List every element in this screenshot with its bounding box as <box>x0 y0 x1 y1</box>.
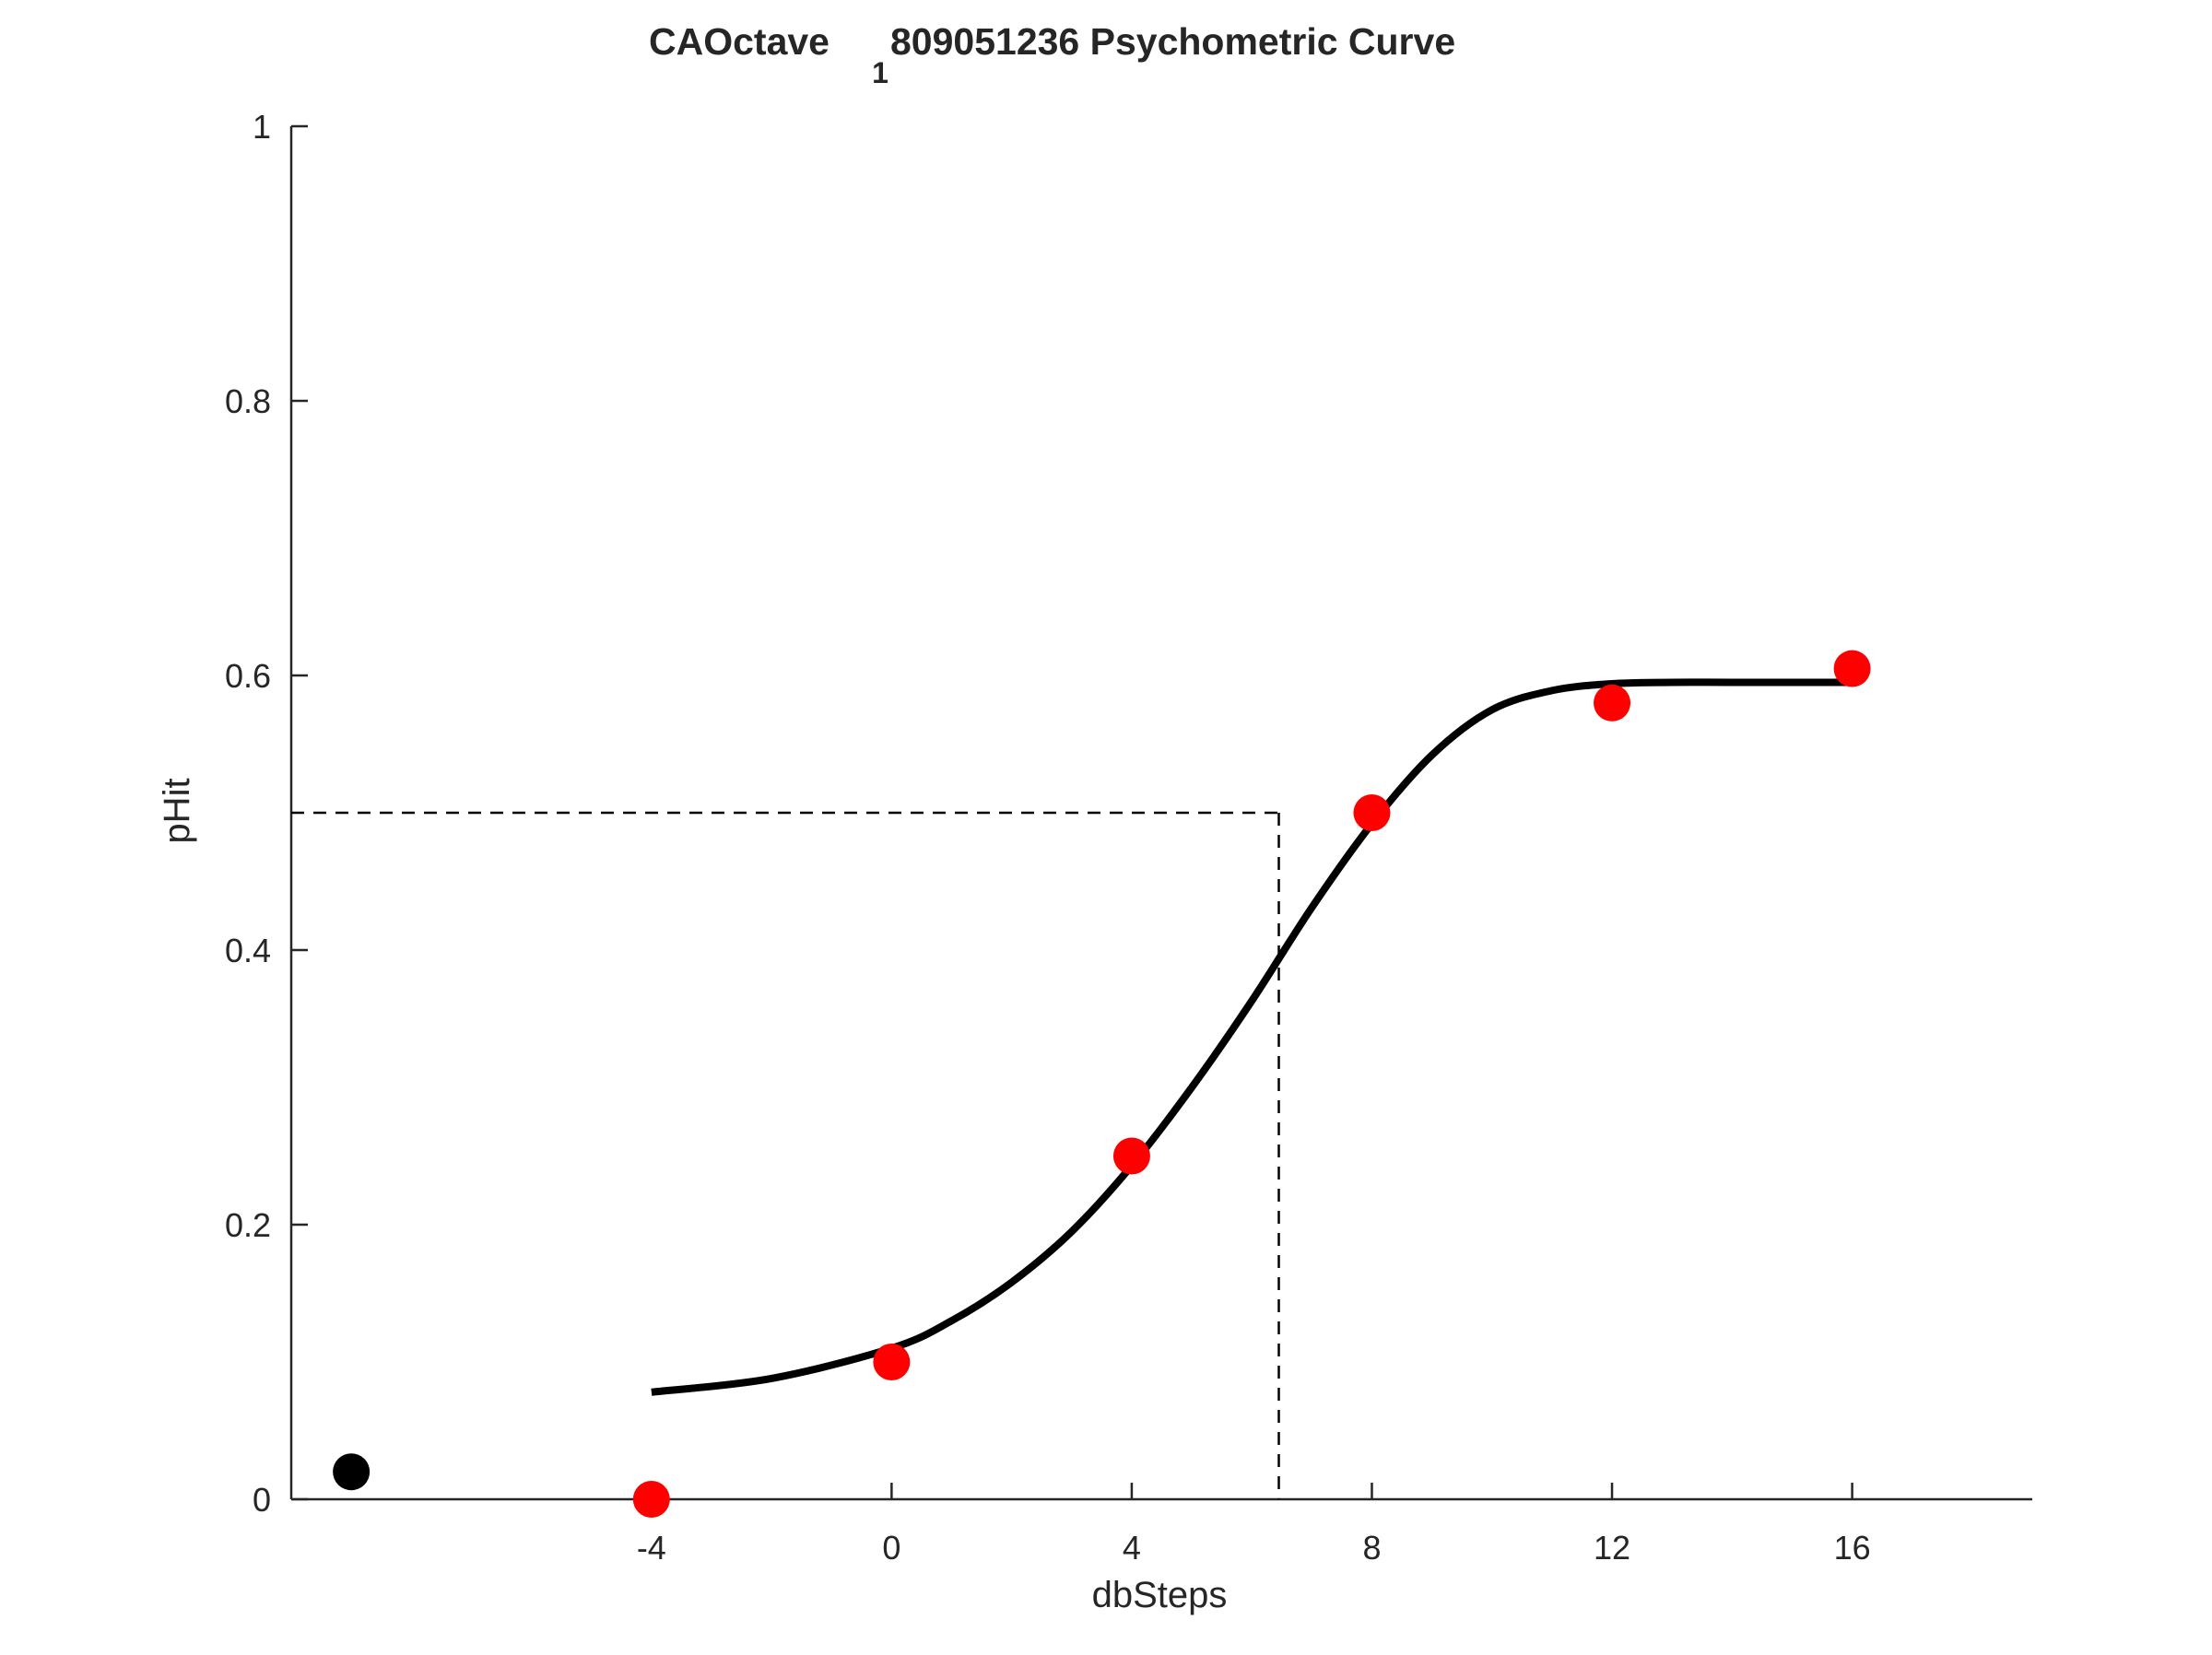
chart-title-main: CAOctave <box>649 20 830 63</box>
x-axis-label: dbSteps <box>1092 1575 1228 1615</box>
data-point <box>1112 1137 1150 1175</box>
x-tick-label: 12 <box>1594 1529 1630 1567</box>
threshold-guides <box>291 811 1280 1499</box>
y-tick-label: 0.8 <box>225 382 271 420</box>
y-tick-label: 0.6 <box>225 657 271 695</box>
data-point <box>1833 650 1871 687</box>
fit-curve <box>651 678 1853 1396</box>
y-axis-label: pHit <box>157 778 197 843</box>
data-points <box>333 650 1871 1518</box>
data-point <box>1594 684 1631 722</box>
x-tick-label: 0 <box>882 1529 900 1567</box>
y-tick-label: 1 <box>253 108 271 146</box>
chart-title-rest: 809051236 Psychometric Curve <box>890 20 1455 63</box>
x-tick-label: 8 <box>1362 1529 1381 1567</box>
baseline-point <box>333 1453 371 1491</box>
chart-title-subscript: 1 <box>872 56 888 89</box>
data-point <box>873 1344 911 1380</box>
x-tick-label: -4 <box>637 1529 666 1567</box>
y-tick-label: 0.2 <box>225 1206 271 1244</box>
y-tick-label: 0 <box>253 1481 271 1519</box>
chart-title: CAOctave 1 809051236 Psychometric Curve <box>649 20 1455 89</box>
x-tick-label: 4 <box>1123 1529 1141 1567</box>
axes: -4 0 4 8 12 16 0 0.2 0.4 0.6 0.8 1 <box>225 108 2032 1567</box>
y-tick-label: 0.4 <box>225 932 271 969</box>
data-point <box>1353 794 1391 831</box>
fit-curve-line <box>651 678 1853 1396</box>
x-tick-label: 16 <box>1834 1529 1871 1567</box>
data-point <box>632 1481 670 1518</box>
